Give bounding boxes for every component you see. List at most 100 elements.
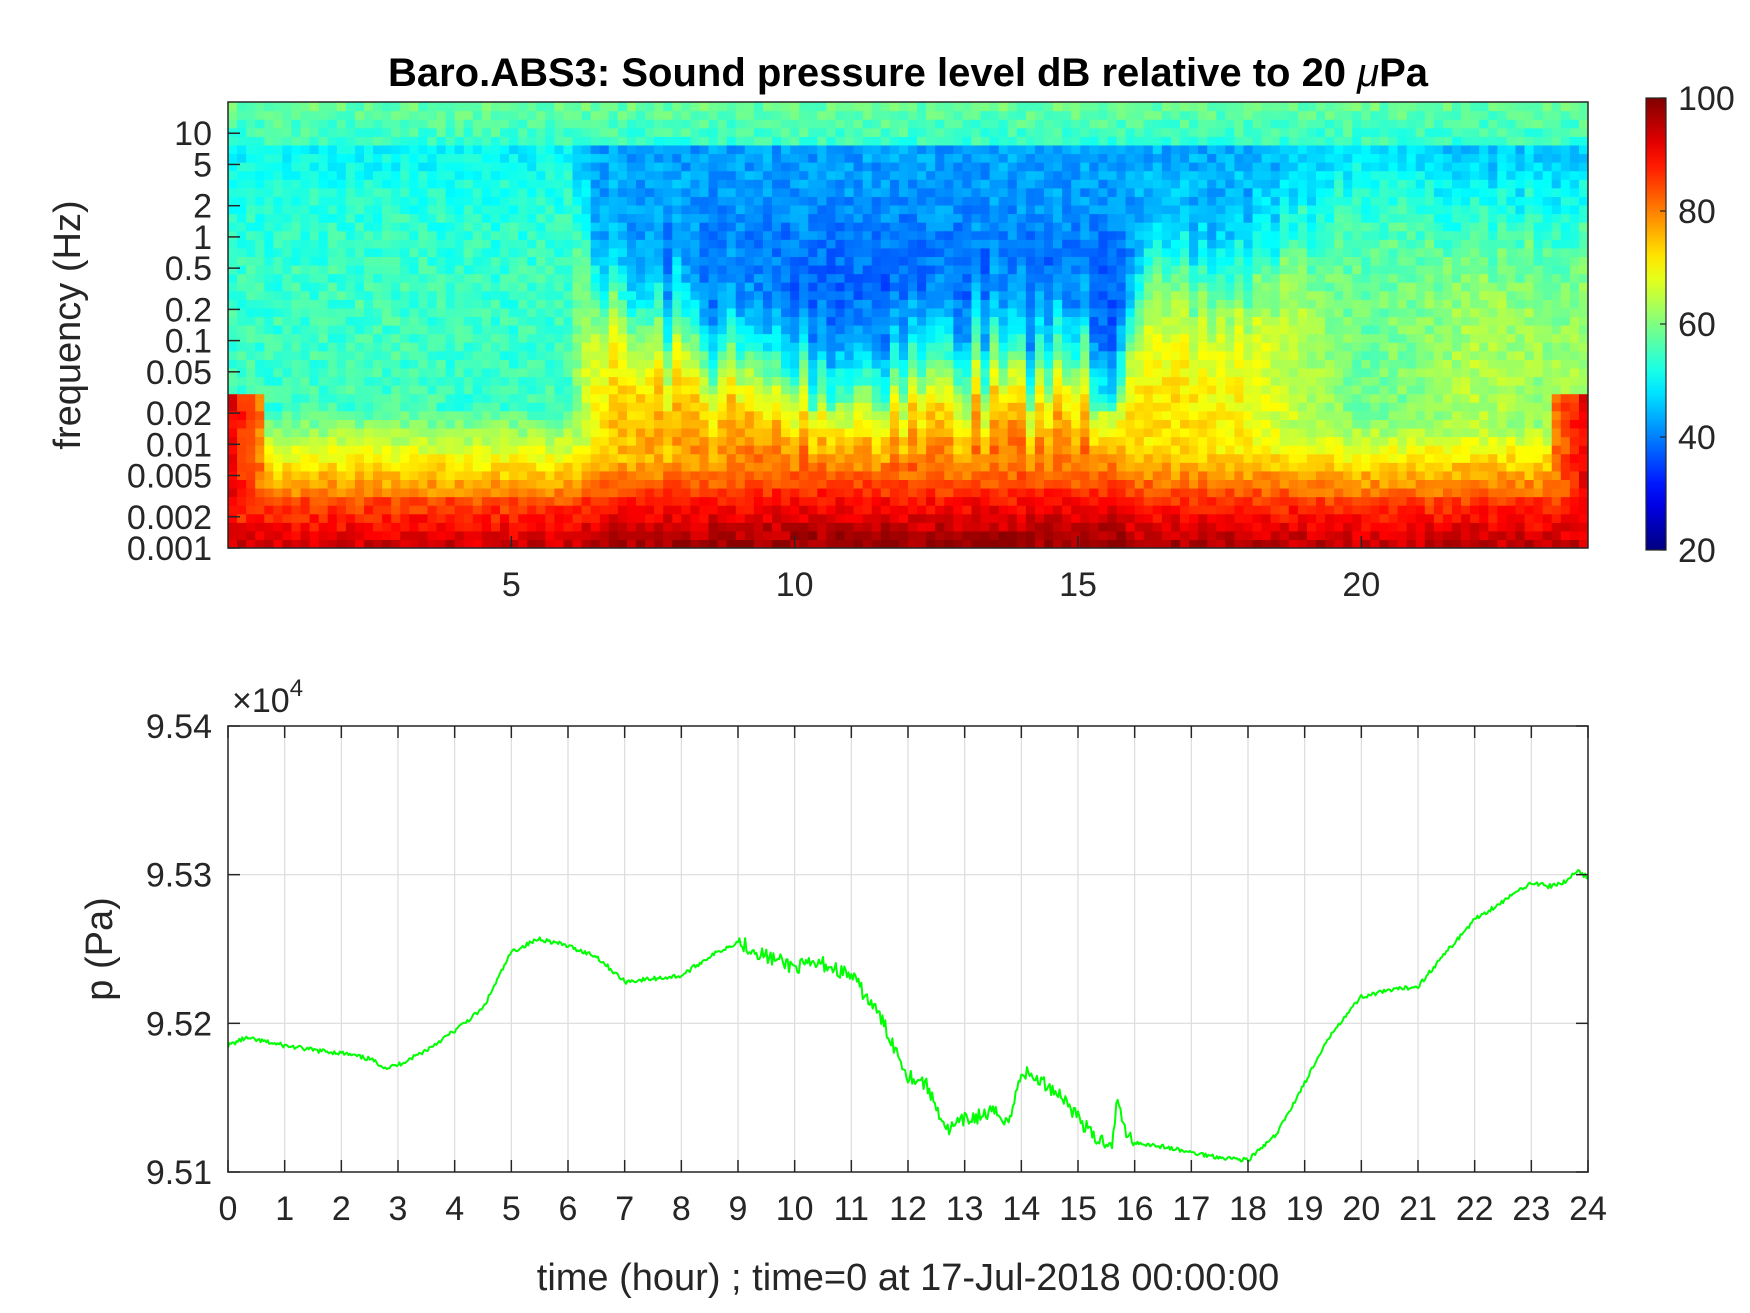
spectrogram-cell — [1044, 136, 1054, 146]
spectrogram-cell — [753, 393, 764, 403]
spectrogram-cell — [690, 402, 701, 412]
spectrogram-cell — [454, 333, 465, 343]
spectrogram-cell — [926, 453, 936, 463]
spectrogram-cell — [989, 213, 1000, 223]
spectrogram-cell — [726, 522, 737, 532]
spectrogram-cell — [500, 513, 510, 523]
spectrogram-cell — [409, 196, 419, 206]
spectrogram-cell — [463, 410, 474, 420]
spectrogram-cell — [327, 453, 338, 463]
spectrogram-cell — [509, 522, 519, 532]
spectrogram-cell — [418, 479, 429, 489]
spectrogram-cell — [944, 230, 954, 240]
spectrogram-cell — [563, 102, 574, 112]
spectrogram-cell — [626, 282, 637, 292]
spectrogram-cell — [300, 470, 311, 480]
spectrogram-cell — [781, 170, 791, 180]
spectrogram-cell — [799, 153, 809, 163]
spectrogram-cell — [844, 162, 855, 172]
spectrogram-cell — [853, 213, 864, 223]
spectrogram-cell — [898, 470, 909, 480]
spectrogram-cell — [898, 539, 909, 548]
spectrogram-cell — [599, 462, 610, 472]
spectrogram-cell — [490, 153, 501, 163]
spectrogram-cell — [744, 436, 755, 446]
spectrogram-cell — [808, 213, 818, 223]
spectrogram-cell — [273, 402, 283, 412]
spectrogram-cell — [572, 196, 583, 206]
spectrogram-cell — [672, 102, 682, 112]
spectrogram-cell — [989, 522, 1000, 532]
spectrogram-cell — [599, 187, 610, 197]
spectrogram-cell — [844, 445, 855, 455]
spectrogram-cell — [781, 282, 791, 292]
spectrogram-cell — [690, 170, 701, 180]
spectrogram-cell — [255, 359, 265, 369]
spectrogram-cell — [536, 350, 546, 360]
spectrogram-cell — [563, 333, 574, 343]
spectrogram-cell — [382, 445, 392, 455]
spectrogram-cell — [354, 487, 365, 498]
spectrogram-cell — [889, 307, 900, 318]
spectrogram-cell — [817, 119, 827, 129]
spectrogram-cell — [790, 333, 800, 343]
spectrogram-cell — [228, 342, 238, 352]
spectrogram-cell — [1034, 127, 1045, 137]
spectrogram-cell — [636, 153, 646, 163]
spectrogram-cell — [373, 539, 383, 548]
spectrogram-cell — [1080, 436, 1090, 446]
spectrogram-cell — [364, 144, 374, 155]
spectrogram-cell — [917, 196, 927, 206]
spectrogram-cell — [490, 204, 501, 215]
spectrogram-cell — [327, 325, 338, 335]
spectrogram-cell — [753, 170, 764, 180]
spectrogram-cell — [500, 204, 510, 215]
spectrogram-cell — [762, 247, 773, 257]
spectrogram-cell — [654, 204, 664, 215]
spectrogram-cell — [908, 445, 918, 455]
spectrogram-cell — [472, 419, 483, 429]
spectrogram-cell — [917, 239, 927, 249]
spectrogram-cell — [835, 119, 846, 129]
spectrogram-cell — [1062, 402, 1072, 412]
spectrogram-cell — [1071, 119, 1081, 129]
spectrogram-cell — [998, 187, 1009, 197]
spectrogram-cell — [454, 213, 465, 223]
spectrogram-cell — [1080, 496, 1090, 506]
spectrogram-cell — [917, 273, 927, 283]
spectrogram-cell — [563, 153, 574, 163]
spectrogram-cell — [880, 316, 891, 326]
spectrogram-cell — [835, 316, 846, 326]
spectrogram-cell — [826, 136, 837, 146]
spectrogram-cell — [345, 316, 356, 326]
spectrogram-cell — [373, 282, 383, 292]
spectrogram-cell — [980, 402, 991, 412]
spectrogram-cell — [772, 162, 782, 172]
spectrogram-cell — [554, 436, 565, 446]
spectrogram-cell — [1089, 110, 1099, 120]
spectrogram-cell — [427, 196, 438, 206]
spectrogram-cell — [753, 350, 764, 360]
spectrogram-cell — [962, 162, 973, 172]
spectrogram-cell — [554, 367, 565, 378]
spectrogram-cell — [327, 342, 338, 352]
spectrogram-cell — [908, 470, 918, 480]
spectrogram-cell — [1053, 470, 1063, 480]
spectrogram-cell — [980, 256, 991, 266]
spectrogram-cell — [790, 393, 800, 403]
spectrogram-cell — [246, 376, 256, 386]
spectrogram-cell — [880, 479, 891, 489]
spectrogram-cell — [772, 530, 782, 541]
spectrogram-cell — [536, 196, 546, 206]
spectrogram-cell — [318, 445, 329, 455]
spectrogram-cell — [345, 187, 356, 197]
spectrogram-cell — [962, 453, 973, 463]
spectrogram-cell — [654, 539, 664, 548]
spectrogram-cell — [681, 393, 691, 403]
spectrogram-cell — [926, 239, 936, 249]
spectrogram-cell — [400, 136, 410, 146]
spectrogram-cell — [690, 282, 701, 292]
spectrogram-cell — [844, 359, 855, 369]
spectrogram-cell — [880, 110, 891, 120]
spectrogram-cell — [409, 239, 419, 249]
